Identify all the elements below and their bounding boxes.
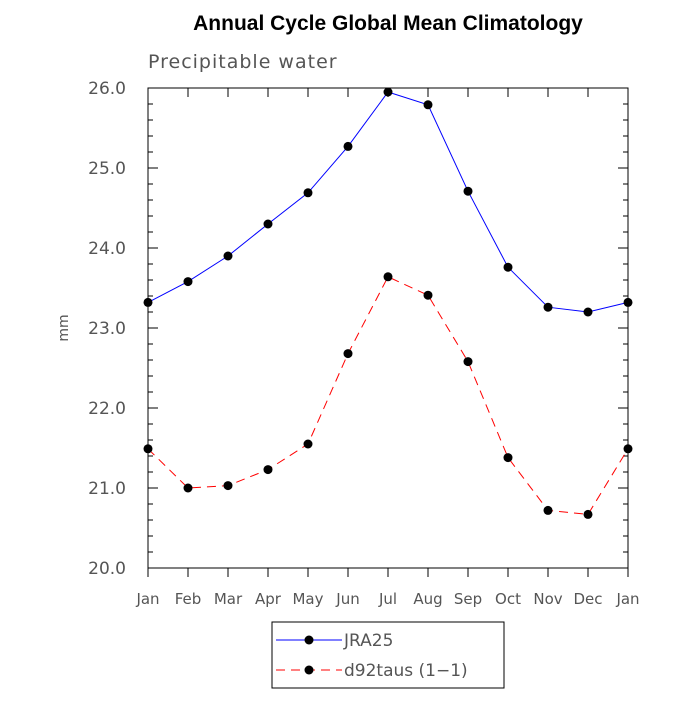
y-tick-label: 22.0 bbox=[88, 399, 126, 419]
x-tick-label: Mar bbox=[214, 590, 243, 608]
y-axis-label: mm bbox=[56, 314, 72, 341]
y-tick-label: 25.0 bbox=[88, 159, 126, 179]
chart-title: Annual Cycle Global Mean Climatology bbox=[193, 12, 583, 35]
data-point-series-1 bbox=[343, 141, 353, 151]
data-point-series-1 bbox=[303, 188, 313, 198]
data-point-series-1 bbox=[263, 219, 273, 229]
legend-label-1: JRA25 bbox=[343, 631, 393, 651]
data-point-series-1 bbox=[503, 262, 513, 272]
y-tick-label: 21.0 bbox=[88, 479, 126, 499]
legend-marker-2 bbox=[304, 665, 314, 675]
data-point-series-1 bbox=[543, 302, 553, 312]
y-tick-label: 20.0 bbox=[88, 559, 126, 579]
x-tick-label: Oct bbox=[495, 590, 521, 608]
data-point-series-2 bbox=[223, 481, 233, 491]
x-tick-label: Dec bbox=[573, 590, 602, 608]
legend-marker-1 bbox=[304, 635, 314, 645]
data-point-series-1 bbox=[463, 186, 473, 196]
legend-box bbox=[271, 621, 505, 689]
data-point-series-1 bbox=[583, 307, 593, 317]
data-point-series-2 bbox=[143, 444, 153, 454]
data-point-series-2 bbox=[503, 453, 513, 463]
data-point-series-2 bbox=[383, 272, 393, 282]
data-point-series-1 bbox=[623, 297, 633, 307]
x-tick-label: Aug bbox=[413, 590, 442, 608]
x-tick-label: Sep bbox=[454, 590, 482, 608]
ticks-layer: 20.0 21.0 22.0 23.0 24.0 25.0 26.0 Jan Feb Mar Apr… bbox=[88, 79, 639, 608]
data-point-series-1 bbox=[223, 251, 233, 261]
data-point-series-1 bbox=[183, 277, 193, 287]
data-point-series-2 bbox=[583, 509, 593, 519]
x-tick-label: Jul bbox=[378, 590, 397, 608]
x-tick-label: May bbox=[292, 590, 323, 608]
legend: JRA25 d92taus (1−1) bbox=[271, 621, 505, 689]
data-point-series-2 bbox=[303, 439, 313, 449]
data-point-series-1 bbox=[423, 100, 433, 110]
plot-frame bbox=[147, 87, 629, 569]
data-point-series-2 bbox=[463, 357, 473, 367]
data-point-series-2 bbox=[263, 465, 273, 475]
y-tick-label: 26.0 bbox=[88, 79, 126, 99]
series-layer bbox=[143, 87, 633, 519]
chart-subtitle: Precipitable water bbox=[148, 51, 338, 73]
data-point-series-2 bbox=[423, 290, 433, 300]
data-point-series-2 bbox=[623, 444, 633, 454]
y-tick-label: 24.0 bbox=[88, 239, 126, 259]
data-point-series-2 bbox=[343, 349, 353, 359]
x-tick-label: Jan bbox=[135, 590, 159, 608]
y-tick-label: 23.0 bbox=[88, 319, 126, 339]
x-tick-label: Jun bbox=[335, 590, 359, 608]
x-tick-label: Feb bbox=[175, 590, 202, 608]
data-point-series-1 bbox=[143, 297, 153, 307]
x-tick-label: Nov bbox=[533, 590, 562, 608]
x-tick-label: Apr bbox=[255, 590, 282, 608]
data-point-series-1 bbox=[383, 87, 393, 97]
data-point-series-2 bbox=[543, 505, 553, 515]
legend-label-2: d92taus (1−1) bbox=[344, 661, 468, 681]
x-tick-label: Jan bbox=[615, 590, 639, 608]
series-line-2 bbox=[147, 276, 629, 515]
data-point-series-2 bbox=[183, 483, 193, 493]
